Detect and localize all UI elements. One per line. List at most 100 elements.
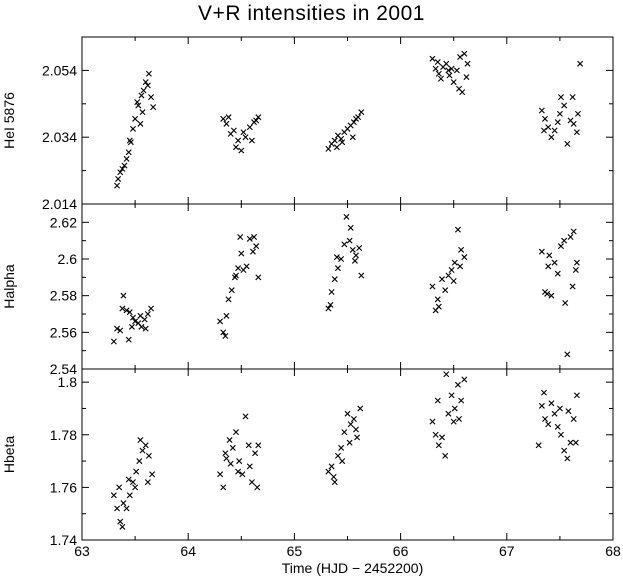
x-tick-label: 65: [287, 543, 303, 559]
data-point: [123, 505, 130, 512]
data-point: [119, 165, 126, 172]
data-point: [148, 94, 155, 101]
data-point: [139, 447, 146, 454]
data-point: [562, 300, 569, 306]
data-point: [233, 429, 239, 436]
data-point: [557, 243, 564, 250]
data-point: [435, 70, 442, 77]
data-point: [570, 120, 577, 127]
data-point: [115, 175, 122, 182]
y-tick-label: 2.58: [50, 288, 77, 304]
data-point: [554, 423, 561, 430]
data-point: [451, 405, 458, 412]
data-point: [149, 471, 156, 478]
data-point: [126, 492, 133, 499]
data-point: [545, 124, 552, 131]
data-point: [538, 107, 545, 114]
data-point: [561, 447, 568, 454]
data-point: [574, 110, 581, 117]
data-point: [454, 381, 461, 388]
data-point: [334, 452, 341, 459]
data-point: [557, 94, 564, 101]
data-point: [459, 89, 466, 96]
data-point: [451, 259, 458, 266]
data-point: [137, 437, 144, 444]
data-point: [535, 442, 542, 449]
data-point: [120, 500, 127, 507]
data-point: [227, 460, 234, 467]
data-point: [238, 147, 245, 154]
data-point: [567, 439, 574, 446]
data-point: [254, 484, 261, 491]
data-point: [137, 120, 144, 127]
x-tick-label: 63: [74, 543, 90, 559]
data-point: [331, 276, 338, 283]
data-point: [353, 115, 359, 122]
data-point: [134, 99, 141, 106]
data-point: [349, 246, 356, 253]
data-point: [123, 307, 130, 314]
data-point: [577, 60, 584, 67]
data-point: [136, 458, 143, 465]
data-point: [119, 523, 126, 530]
data-point: [129, 479, 136, 486]
data-point: [551, 259, 558, 266]
data-point: [358, 109, 365, 116]
data-point: [220, 329, 227, 336]
data-point: [546, 252, 553, 259]
data-point: [142, 442, 149, 449]
data-point: [564, 351, 571, 358]
data-point: [328, 289, 335, 295]
data-point: [358, 272, 365, 279]
data-point: [145, 452, 152, 459]
y-tick-label: 2.014: [42, 196, 77, 212]
data-point: [220, 484, 227, 491]
data-point: [110, 492, 117, 499]
data-point: [464, 60, 471, 67]
data-point: [246, 235, 253, 242]
data-point: [350, 415, 357, 422]
data-point: [343, 213, 350, 220]
data-point: [432, 431, 439, 438]
data-point: [545, 421, 552, 428]
data-point: [229, 444, 236, 451]
data-point: [429, 55, 436, 62]
data-point: [349, 134, 356, 141]
data-point: [443, 60, 450, 67]
data-point: [461, 254, 468, 261]
data-point: [570, 415, 577, 422]
data-point: [347, 224, 354, 231]
data-point: [356, 245, 363, 251]
data-point: [245, 442, 252, 449]
data-point: [445, 272, 452, 279]
y-axis-label: HeI 5876: [1, 92, 17, 149]
data-point: [117, 518, 124, 525]
data-point: [437, 75, 444, 82]
data-point: [350, 119, 357, 126]
data-point: [346, 237, 353, 244]
data-point: [255, 114, 262, 121]
data-point: [125, 336, 132, 343]
data-point: [542, 115, 549, 122]
data-point: [242, 134, 249, 141]
y-tick-label: 2.054: [42, 62, 77, 78]
data-point: [255, 442, 262, 449]
data-point: [222, 450, 229, 457]
data-point: [435, 303, 442, 310]
data-point: [448, 392, 455, 399]
data-point: [434, 296, 441, 303]
y-tick-label: 2.56: [50, 324, 77, 340]
data-point: [572, 439, 579, 446]
data-point: [346, 439, 353, 446]
data-point: [429, 418, 436, 425]
data-point: [448, 267, 455, 273]
data-point: [339, 458, 346, 465]
data-point: [331, 137, 338, 144]
data-point: [538, 248, 545, 255]
data-point: [338, 135, 345, 142]
data-point: [569, 94, 576, 101]
data-point: [117, 327, 124, 334]
data-point: [334, 265, 341, 272]
data-point: [110, 338, 117, 345]
